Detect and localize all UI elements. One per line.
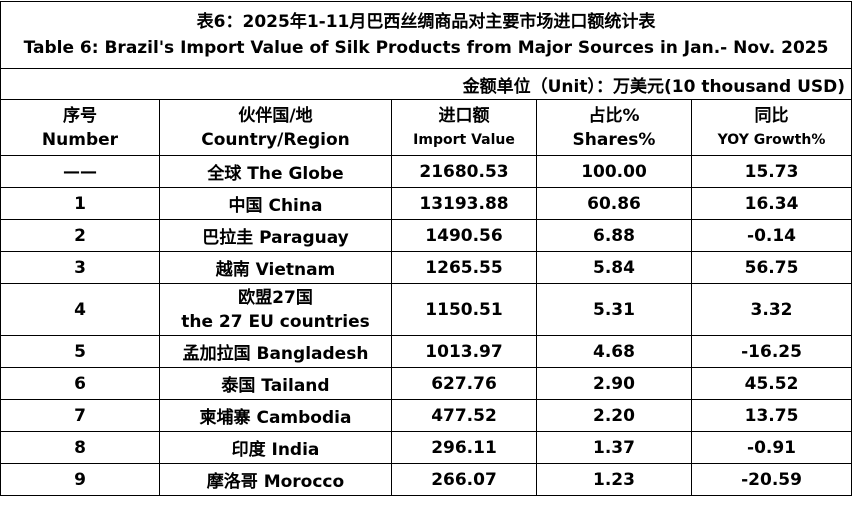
data-row: 9 摩洛哥 Morocco 266.07 1.23 -20.59 <box>0 463 852 496</box>
header-text: Country/Region <box>201 129 350 150</box>
header-text: YOY Growth% <box>717 131 826 148</box>
header-text: 进口额 <box>438 105 490 126</box>
header-text: Number <box>41 129 119 150</box>
data-cell: 3 <box>0 251 160 284</box>
data-cell: 孟加拉国 Bangladesh <box>159 335 392 368</box>
data-cell: 全球 The Globe <box>159 155 392 188</box>
data-row: 5 孟加拉国 Bangladesh 1013.97 4.68 -16.25 <box>0 335 852 368</box>
data-cell: 8 <box>0 431 160 464</box>
header-cell: 同比 YOY Growth% <box>690 99 852 156</box>
data-cell: 100.00 <box>536 155 692 188</box>
data-cell: 15.73 <box>690 155 852 188</box>
data-cell: 266.07 <box>391 463 537 496</box>
data-cell: 4.68 <box>536 335 692 368</box>
header-text: 伙伴国/地 <box>238 105 313 126</box>
data-cell: 巴拉圭 Paraguay <box>159 219 392 252</box>
header-row: 序号 Number 伙伴国/地 Country/Region 进口额 Import Val… <box>0 99 852 156</box>
data-cell: 5.31 <box>536 283 692 336</box>
data-cell: 6.88 <box>536 219 692 252</box>
data-cell: 中国 China <box>159 187 392 220</box>
header-text: Import Value <box>413 131 515 148</box>
data-cell: 7 <box>0 399 160 432</box>
data-cell: 56.75 <box>690 251 852 284</box>
data-cell: 13.75 <box>690 399 852 432</box>
data-cell: 2.20 <box>536 399 692 432</box>
data-cell: 3.32 <box>690 283 852 336</box>
header-cell: 伙伴国/地 Country/Region <box>159 99 392 156</box>
header-text: 序号 <box>63 105 97 126</box>
cell-line: the 27 EU countries <box>181 311 370 332</box>
data-cell: 9 <box>0 463 160 496</box>
data-cell: 1 <box>0 187 160 220</box>
data-cell: 摩洛哥 Morocco <box>159 463 392 496</box>
header-cell: 序号 Number <box>0 99 160 156</box>
data-cell: 21680.53 <box>391 155 537 188</box>
data-row: 3 越南 Vietnam 1265.55 5.84 56.75 <box>0 251 852 284</box>
data-cell: 泰国 Tailand <box>159 367 392 400</box>
data-cell: 2 <box>0 219 160 252</box>
data-cell: 477.52 <box>391 399 537 432</box>
title-en: Table 6: Brazil's Import Value of Silk P… <box>23 38 829 58</box>
data-row: 4 欧盟27国 the 27 EU countries 1150.51 5.31 3.32 <box>0 283 852 336</box>
data-cell: 1490.56 <box>391 219 537 252</box>
data-cell: -0.91 <box>690 431 852 464</box>
data-row: 2 巴拉圭 Paraguay 1490.56 6.88 -0.14 <box>0 219 852 252</box>
data-cell: 1.37 <box>536 431 692 464</box>
data-cell: 1013.97 <box>391 335 537 368</box>
header-cell: 进口额 Import Value <box>391 99 537 156</box>
title-zh: 表6：2025年1-11月巴西丝绸商品对主要市场进口额统计表 <box>196 12 656 32</box>
header-text: 占比% <box>588 105 640 126</box>
data-cell: 5 <box>0 335 160 368</box>
data-cell: 4 <box>0 283 160 336</box>
data-cell: 柬埔寨 Cambodia <box>159 399 392 432</box>
header-cell: 占比% Shares% <box>536 99 692 156</box>
unit-cell: 金额单位（Unit）：万美元(10 thousand USD) <box>0 68 852 100</box>
data-cell: 印度 India <box>159 431 392 464</box>
data-row: 8 印度 India 296.11 1.37 -0.91 <box>0 431 852 464</box>
data-cell: 5.84 <box>536 251 692 284</box>
data-cell: —— <box>0 155 160 188</box>
data-row: —— 全球 The Globe 21680.53 100.00 15.73 <box>0 155 852 188</box>
data-cell: 45.52 <box>690 367 852 400</box>
data-cell: 296.11 <box>391 431 537 464</box>
data-cell: 60.86 <box>536 187 692 220</box>
data-cell: -0.14 <box>690 219 852 252</box>
header-text: 同比 <box>754 105 789 126</box>
data-cell: -16.25 <box>690 335 852 368</box>
data-cell: 6 <box>0 367 160 400</box>
data-cell: 13193.88 <box>391 187 537 220</box>
data-cell: 越南 Vietnam <box>159 251 392 284</box>
data-row: 6 泰国 Tailand 627.76 2.90 45.52 <box>0 367 852 400</box>
cell-line: 欧盟27国 <box>238 287 313 308</box>
data-table: 表6：2025年1-11月巴西丝绸商品对主要市场进口额统计表 Table 6: … <box>0 1 852 496</box>
data-cell: 1.23 <box>536 463 692 496</box>
data-cell: 2.90 <box>536 367 692 400</box>
data-cell: 627.76 <box>391 367 537 400</box>
data-cell: 欧盟27国 the 27 EU countries <box>159 283 392 336</box>
header-text: Shares% <box>572 129 656 150</box>
data-row: 1 中国 China 13193.88 60.86 16.34 <box>0 187 852 220</box>
data-cell: 16.34 <box>690 187 852 220</box>
data-cell: 1265.55 <box>391 251 537 284</box>
data-cell: 1150.51 <box>391 283 537 336</box>
title-cell: 表6：2025年1-11月巴西丝绸商品对主要市场进口额统计表 Table 6: … <box>0 1 852 69</box>
data-cell: -20.59 <box>690 463 852 496</box>
data-row: 7 柬埔寨 Cambodia 477.52 2.20 13.75 <box>0 399 852 432</box>
